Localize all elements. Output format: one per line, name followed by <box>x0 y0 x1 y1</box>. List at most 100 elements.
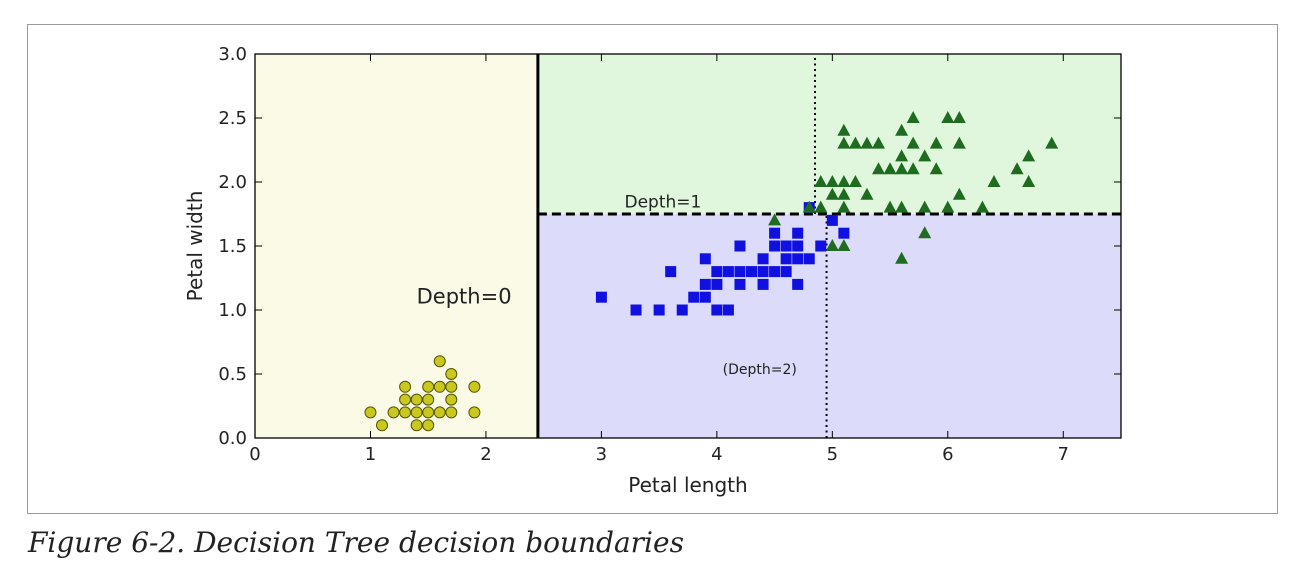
point-versicolor <box>699 253 711 265</box>
point-virginica <box>837 123 851 136</box>
y-tick-label: 2.0 <box>218 172 247 193</box>
point-virginica <box>837 200 851 213</box>
y-tick-label: 1.0 <box>218 300 247 321</box>
point-virginica <box>837 239 851 251</box>
point-setosa <box>387 406 400 419</box>
point-virginica <box>918 226 932 239</box>
point-setosa <box>468 380 481 393</box>
point-setosa <box>376 419 389 432</box>
point-versicolor <box>676 304 688 316</box>
decision-boundaries <box>536 54 1121 438</box>
point-versicolor <box>792 240 804 252</box>
x-axis-ticks: 0 1 2 3 4 5 6 7 <box>249 54 1069 465</box>
region-virginica <box>537 54 1121 214</box>
point-versicolor <box>711 278 723 290</box>
point-virginica <box>814 175 828 187</box>
point-versicolor <box>792 253 804 265</box>
point-versicolor <box>780 266 792 278</box>
point-setosa <box>433 355 446 368</box>
region-setosa <box>255 54 538 438</box>
point-virginica <box>825 239 839 251</box>
point-virginica <box>895 162 909 175</box>
point-virginica <box>906 111 920 123</box>
y-tick-label: 2.5 <box>218 108 247 129</box>
figure-caption: Figure 6-2. Decision Tree decision bound… <box>28 526 684 559</box>
point-virginica <box>872 162 886 175</box>
point-virginica <box>987 175 1001 187</box>
point-virginica <box>906 162 920 175</box>
point-versicolor <box>711 304 723 316</box>
point-versicolor <box>815 240 827 252</box>
point-versicolor <box>769 266 781 278</box>
x-tick-label: 5 <box>827 444 838 465</box>
point-virginica <box>802 200 816 213</box>
point-versicolor <box>757 278 769 290</box>
decision-regions <box>255 54 1121 438</box>
point-setosa <box>468 406 481 419</box>
point-versicolor <box>792 278 804 290</box>
point-setosa <box>445 406 458 419</box>
annotation-label-0: Depth=0 <box>417 285 512 309</box>
point-versicolor <box>699 278 711 290</box>
point-setosa <box>422 406 435 419</box>
x-tick-label: 0 <box>249 444 260 465</box>
point-setosa <box>399 406 412 419</box>
annotation-label-1: Depth=1 <box>624 193 701 213</box>
point-versicolor <box>699 291 711 303</box>
x-tick-label: 3 <box>596 444 607 465</box>
point-versicolor <box>653 304 665 316</box>
point-setosa <box>410 393 423 406</box>
y-axis-label: Petal width <box>183 191 207 302</box>
point-versicolor <box>780 253 792 265</box>
point-virginica <box>1022 149 1036 162</box>
point-virginica <box>906 136 920 149</box>
point-virginica <box>895 200 909 213</box>
x-tick-label: 6 <box>942 444 953 465</box>
point-versicolor <box>757 266 769 278</box>
point-versicolor <box>826 214 838 226</box>
x-tick-label: 1 <box>365 444 376 465</box>
point-versicolor <box>722 266 734 278</box>
point-virginica <box>1045 136 1059 149</box>
point-virginica <box>975 200 989 213</box>
point-virginica <box>952 187 966 200</box>
point-versicolor <box>630 304 642 316</box>
point-setosa <box>399 380 412 393</box>
point-virginica <box>837 136 851 149</box>
y-tick-label: 1.5 <box>218 236 247 257</box>
point-virginica <box>825 187 839 200</box>
x-tick-label: 7 <box>1058 444 1069 465</box>
point-versicolor <box>792 227 804 239</box>
point-virginica <box>895 123 909 136</box>
point-versicolor <box>595 291 607 303</box>
point-virginica <box>814 200 828 213</box>
point-virginica <box>837 175 851 187</box>
point-versicolor <box>722 304 734 316</box>
point-versicolor <box>803 253 815 265</box>
y-tick-label: 0.0 <box>218 428 247 449</box>
point-setosa <box>445 368 458 380</box>
annotation-label-2: (Depth=2) <box>723 362 797 378</box>
point-virginica <box>768 213 782 226</box>
point-virginica <box>929 136 943 149</box>
point-setosa <box>422 419 435 432</box>
point-virginica <box>872 136 886 149</box>
point-setosa <box>410 406 423 419</box>
point-versicolor <box>734 240 746 252</box>
point-versicolor <box>769 227 781 239</box>
point-versicolor <box>757 253 769 265</box>
point-setosa <box>422 380 435 393</box>
point-virginica <box>941 200 955 213</box>
point-virginica <box>895 251 909 264</box>
point-setosa <box>445 393 458 406</box>
point-versicolor <box>780 240 792 252</box>
y-tick-label: 0.5 <box>218 364 247 385</box>
annotations: Depth=0 Depth=1 (Depth=2) <box>417 193 797 378</box>
point-versicolor <box>734 278 746 290</box>
point-setosa <box>364 406 377 419</box>
y-axis-ticks: 0.0 0.5 1.0 1.5 2.0 2.5 3.0 <box>218 44 1121 449</box>
point-versicolor <box>688 291 700 303</box>
region-versicolor <box>537 214 1121 438</box>
point-versicolor <box>838 227 850 239</box>
point-virginica <box>952 136 966 149</box>
